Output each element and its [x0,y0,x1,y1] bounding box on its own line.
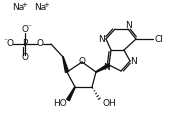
Text: HO: HO [53,99,67,109]
Text: Na: Na [12,4,24,12]
Text: N: N [131,57,137,67]
Text: Na: Na [34,4,46,12]
Text: N: N [99,35,105,45]
Text: +: + [43,2,49,8]
Text: OH: OH [102,99,116,109]
Text: O: O [21,53,29,63]
Text: O: O [36,39,44,49]
Text: ⁻: ⁻ [3,38,7,44]
Polygon shape [63,57,69,72]
Polygon shape [67,87,75,101]
Text: O: O [79,57,85,65]
Text: Cl: Cl [155,34,163,44]
Text: O: O [21,26,29,34]
Text: ⁻: ⁻ [27,24,31,30]
Polygon shape [96,64,110,72]
Text: +: + [21,2,27,8]
Text: N: N [104,64,110,72]
Text: N: N [126,22,132,30]
Text: P: P [22,39,28,49]
Text: O: O [7,39,14,49]
